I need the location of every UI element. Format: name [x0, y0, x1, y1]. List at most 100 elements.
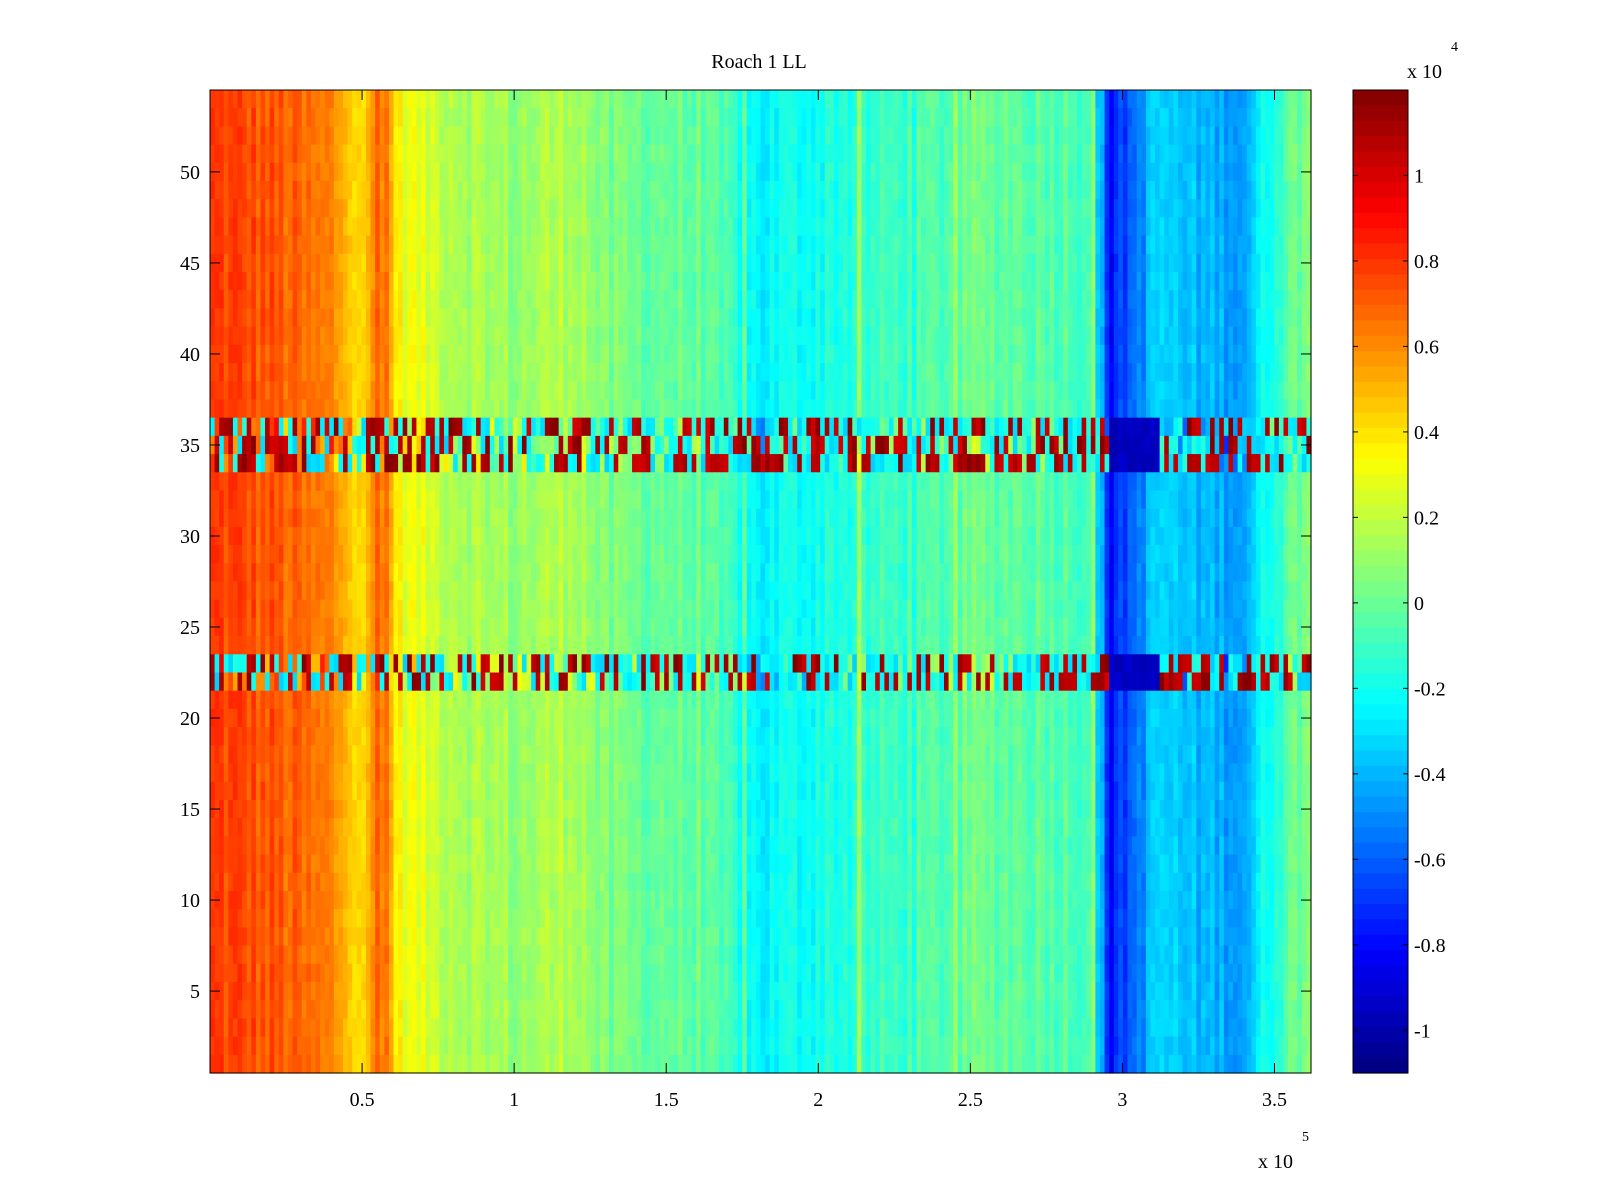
- heatmap-cell: [1008, 381, 1014, 401]
- heatmap-cell: [246, 454, 252, 473]
- heatmap-cell: [1164, 217, 1170, 237]
- heatmap-cell: [765, 144, 771, 164]
- heatmap-cell: [1067, 417, 1074, 437]
- heatmap-cell: [875, 235, 881, 255]
- heatmap-cell: [861, 435, 867, 455]
- heatmap-cell: [343, 272, 349, 291]
- heatmap-cell: [333, 217, 340, 237]
- heatmap-cell: [962, 290, 968, 310]
- heatmap-cell: [829, 344, 835, 364]
- heatmap-cell: [1035, 417, 1041, 437]
- heatmap-cell: [549, 217, 555, 237]
- heatmap-cell: [944, 381, 950, 401]
- heatmap-cell: [732, 290, 739, 310]
- heatmap-cell: [742, 108, 748, 127]
- heatmap-cell: [306, 363, 312, 382]
- heatmap-cell: [1035, 308, 1041, 328]
- heatmap-cell: [333, 435, 340, 455]
- heatmap-cell: [393, 162, 399, 182]
- heatmap-cell: [888, 399, 895, 419]
- heatmap-cell: [1177, 399, 1184, 419]
- heatmap-cell: [966, 253, 973, 273]
- heatmap-cell: [1054, 435, 1060, 455]
- heatmap-cell: [755, 126, 762, 146]
- heatmap-cell: [921, 417, 927, 437]
- heatmap-cell: [632, 399, 638, 419]
- heatmap-cell: [1292, 108, 1298, 127]
- heatmap-cell: [508, 199, 514, 219]
- heatmap-cell: [1145, 162, 1152, 182]
- heatmap-cell: [948, 90, 954, 109]
- heatmap-cell: [398, 454, 404, 473]
- heatmap-cell: [1136, 381, 1142, 401]
- heatmap-cell: [902, 435, 908, 455]
- heatmap-cell: [627, 235, 633, 255]
- heatmap-cell: [1104, 435, 1110, 455]
- heatmap-cell: [237, 326, 243, 346]
- heatmap-cells: [210, 90, 1312, 1074]
- heatmap-cell: [544, 399, 551, 419]
- heatmap-cell: [1081, 308, 1087, 328]
- heatmap-cell: [829, 399, 835, 419]
- heatmap-cell: [494, 144, 500, 164]
- heatmap-cell: [925, 199, 931, 219]
- heatmap-cell: [833, 217, 840, 237]
- heatmap-cell: [416, 435, 422, 455]
- heatmap-cell: [636, 272, 642, 291]
- heatmap-cell: [232, 253, 239, 273]
- heatmap-cell: [1026, 363, 1032, 382]
- heatmap-cell: [526, 217, 532, 237]
- heatmap-cell: [1297, 126, 1303, 146]
- heatmap-cell: [673, 217, 679, 237]
- heatmap-cell: [810, 217, 817, 237]
- heatmap-cell: [521, 399, 528, 419]
- heatmap-cell: [517, 108, 523, 127]
- heatmap-cell: [962, 181, 968, 200]
- heatmap-cell: [283, 162, 289, 182]
- heatmap-cell: [1086, 181, 1092, 200]
- heatmap-cell: [439, 199, 445, 219]
- heatmap-cell: [586, 272, 592, 291]
- heatmap-cell: [581, 90, 587, 109]
- heatmap-cell: [953, 308, 959, 328]
- heatmap-cell: [448, 344, 454, 364]
- heatmap-cell: [879, 399, 885, 419]
- heatmap-cell: [1086, 162, 1092, 182]
- heatmap-cell: [875, 344, 881, 364]
- heatmap-cell: [242, 126, 248, 146]
- heatmap-cell: [1159, 126, 1165, 146]
- heatmap-cell: [852, 272, 858, 291]
- heatmap-cell: [696, 381, 702, 401]
- heatmap-cell: [375, 162, 381, 182]
- heatmap-cell: [1260, 381, 1266, 401]
- heatmap-cell: [503, 344, 509, 364]
- heatmap-cell: [1136, 108, 1142, 127]
- heatmap-cell: [1104, 181, 1110, 200]
- heatmap-cell: [884, 417, 890, 437]
- heatmap-cell: [1150, 108, 1156, 127]
- heatmap-cell: [1191, 308, 1197, 328]
- heatmap-cell: [365, 181, 372, 200]
- heatmap-cell: [521, 326, 528, 346]
- heatmap-cell: [462, 417, 468, 437]
- heatmap-cell: [1132, 199, 1138, 219]
- heatmap-cell: [448, 272, 454, 291]
- heatmap-cell: [343, 399, 349, 419]
- heatmap-cell: [265, 108, 271, 127]
- heatmap-cell: [769, 381, 775, 401]
- heatmap-cell: [434, 290, 440, 310]
- heatmap-cell: [1035, 126, 1041, 146]
- heatmap-cell: [645, 381, 651, 401]
- heatmap-cell: [1297, 144, 1303, 164]
- heatmap-cell: [948, 217, 954, 237]
- heatmap-cell: [957, 272, 963, 291]
- heatmap-cell: [379, 272, 385, 291]
- heatmap-cell: [627, 126, 633, 146]
- heatmap-cell: [746, 363, 752, 382]
- heatmap-cell: [1035, 326, 1041, 346]
- heatmap-cell: [861, 217, 867, 237]
- heatmap-cell: [810, 235, 817, 255]
- heatmap-cell: [1072, 253, 1078, 273]
- heatmap-cell: [370, 217, 376, 237]
- heatmap-cell: [1072, 417, 1078, 437]
